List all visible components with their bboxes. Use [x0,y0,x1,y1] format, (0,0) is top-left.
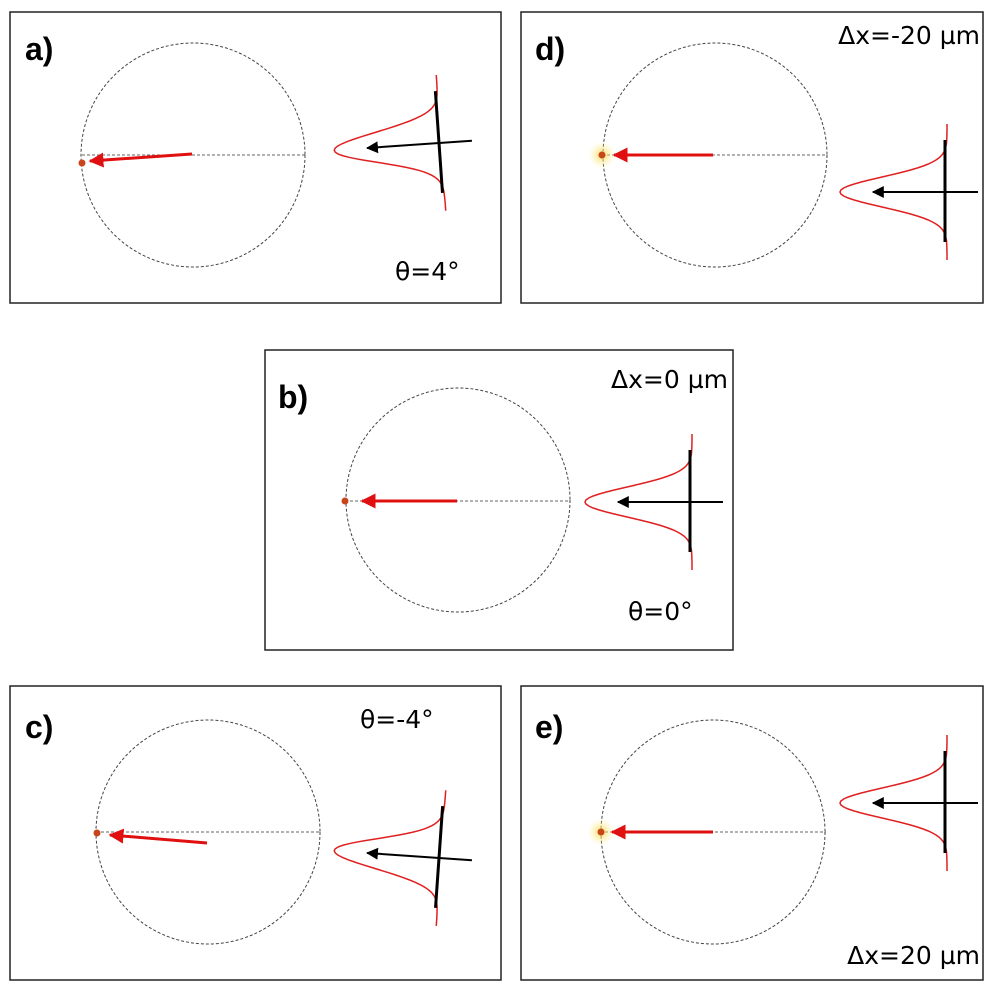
panel: c) θ=-4° [10,686,501,980]
panel-annotation: Δx=-20 µm [838,21,980,50]
panel: b) Δx=0 µm θ=0° [265,350,733,650]
panel-label: b) [278,379,308,415]
panel: a) θ=4° [10,12,501,303]
panel-label: a) [25,31,53,67]
panel: d) Δx=-20 µm [521,12,983,303]
panel-label: e) [535,709,563,745]
panel-label: c) [25,709,53,745]
focus-dot [599,152,606,159]
panel: e) Δx=20 µm [521,686,983,980]
page: {"panels": [ {"label": "a)", "annotation… [0,0,986,987]
focus-dot [342,498,349,505]
panel-annotation: Δx=0 µm [611,365,728,394]
panel-annotation: θ=4° [395,257,460,286]
figure: a) θ=4° d) Δx=-20 µm b) Δx=0 µm θ=0° c) θ=-4° e) Δ… [0,0,986,987]
panel-annotation: Δx=20 µm [847,941,980,970]
panel-label: d) [535,31,565,67]
panel-annotation: θ=-4° [360,705,434,734]
focus-dot [94,830,101,837]
focus-dot [598,829,605,836]
panel-annotation: θ=0° [628,597,693,626]
focus-dot [79,160,86,167]
